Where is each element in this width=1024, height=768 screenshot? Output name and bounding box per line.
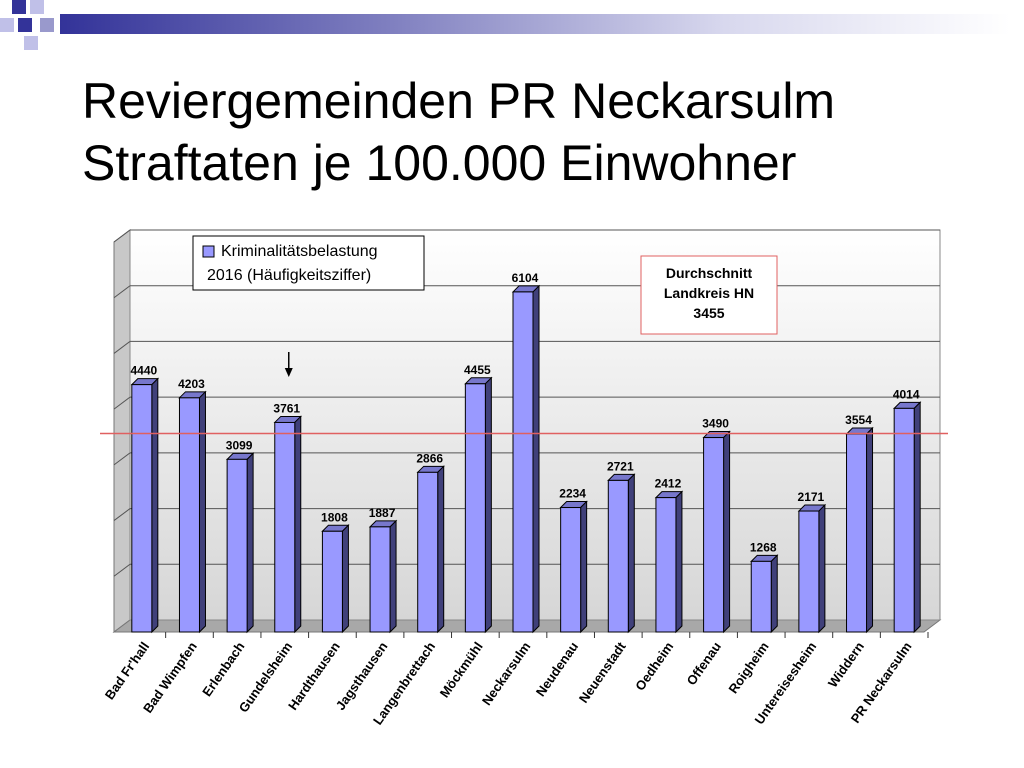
bar-side [675,490,683,634]
bar-17 [893,407,915,633]
data-label: 2412 [655,477,682,491]
title-underline-bar [60,14,1010,34]
bar-3 [226,458,248,633]
gridline-side [113,563,131,577]
bar-side [818,503,826,634]
bar-side [484,376,492,634]
x-tick-label: Bad Fr'hall [102,639,153,702]
data-label: 3490 [702,417,729,431]
bar-1 [131,384,153,633]
gridline-side [113,508,131,521]
bar-side [151,377,159,634]
gridline-side [113,341,131,354]
x-tick-label: Neckarsulm [479,639,534,708]
x-tick-label: Neuenstadt [576,639,629,706]
bar-13 [703,437,725,633]
data-label: 4440 [130,364,157,378]
bar-side [913,401,921,634]
data-label: 3554 [845,413,872,427]
bar-side [627,473,635,634]
bar-2 [178,397,200,633]
legend-label-line-2: 2016 (Häufigkeitsziffer) [207,267,371,284]
x-tick-label: Roigheim [725,639,771,696]
bar-11 [607,479,629,633]
bar-8 [464,383,486,633]
x-tick-label: Erlenbach [199,639,247,699]
gridline-side [113,229,131,243]
data-label: 2721 [607,459,634,473]
bar-14 [750,560,772,633]
bar-side [198,390,206,634]
bar-5 [321,530,343,633]
bar-side [437,465,445,634]
bar-side [341,524,349,634]
data-label: 4455 [464,363,491,377]
marker-arrow-head [284,368,293,377]
data-label: 2234 [559,487,586,501]
bar-side [294,415,302,634]
legend-swatch [202,245,215,258]
data-label: 1887 [369,506,396,520]
bar-7 [417,471,439,633]
data-label: 1808 [321,510,348,524]
bar-side [866,426,874,634]
bar-side [389,519,397,634]
bar-10 [560,507,582,633]
bar-16 [846,433,868,633]
average-callout-line-2: Landkreis HN [664,285,754,301]
average-callout-line-3: 3455 [693,305,724,321]
average-callout-box [640,255,778,335]
data-label: 2171 [798,490,825,504]
x-tick-label: Möckmühl [437,639,486,700]
x-tick-label: Neudenau [533,639,581,699]
bar-side [770,554,778,634]
bar-side [723,430,731,634]
gridline-side [113,285,131,299]
bar-12 [655,497,677,633]
average-callout-line-1: Durchschnitt [666,265,753,281]
slide-title: Reviergemeinden PR Neckarsulm Straftaten… [82,70,835,194]
slide-title-line-1: Reviergemeinden PR Neckarsulm [82,73,836,129]
bar-9 [512,291,534,633]
data-label: 3099 [226,438,253,452]
data-label: 3761 [273,401,300,415]
gridline-side [113,396,131,410]
x-tick-label: Oedheim [632,639,676,693]
bar-side [580,500,588,634]
legend-label-line-1: Kriminalitätsbelastung [221,243,378,260]
x-tick-label: Widdern [825,639,867,690]
data-label: 4203 [178,377,205,391]
slide-title-line-2: Straftaten je 100.000 Einwohner [82,135,797,191]
bar-side [246,452,254,634]
title-decoration [0,0,54,50]
chart-side-wall [113,229,131,633]
x-tick-label: Offenau [684,639,724,688]
bar-side [532,284,540,634]
data-label: 6104 [512,271,539,285]
bar-4 [274,421,296,633]
data-label: 2866 [416,451,443,465]
gridline-side [113,452,131,466]
data-label: 4014 [893,387,920,401]
legend-box [192,235,425,291]
data-label: 1268 [750,540,777,554]
bar-6 [369,526,391,633]
bar-15 [798,510,820,633]
